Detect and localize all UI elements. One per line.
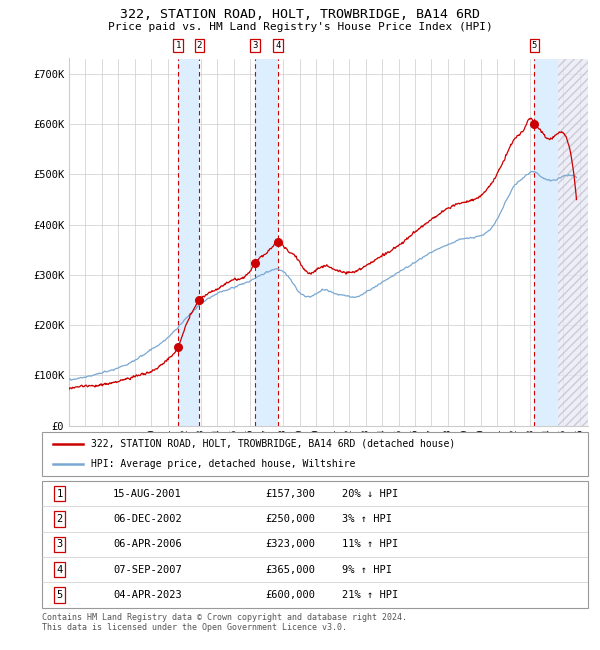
Bar — [254, 58, 278, 426]
Text: 21% ↑ HPI: 21% ↑ HPI — [342, 590, 398, 600]
Text: 1: 1 — [56, 489, 62, 499]
Text: 15-AUG-2001: 15-AUG-2001 — [113, 489, 182, 499]
Text: 07-SEP-2007: 07-SEP-2007 — [113, 565, 182, 575]
Text: 06-APR-2006: 06-APR-2006 — [113, 540, 182, 549]
Text: 3% ↑ HPI: 3% ↑ HPI — [342, 514, 392, 524]
Text: 4: 4 — [275, 41, 281, 50]
Text: 322, STATION ROAD, HOLT, TROWBRIDGE, BA14 6RD: 322, STATION ROAD, HOLT, TROWBRIDGE, BA1… — [120, 8, 480, 21]
Bar — [558, 58, 588, 426]
Text: 1: 1 — [175, 41, 181, 50]
Text: 3: 3 — [252, 41, 257, 50]
Bar — [178, 58, 199, 426]
Text: £250,000: £250,000 — [265, 514, 315, 524]
Text: Contains HM Land Registry data © Crown copyright and database right 2024.
This d: Contains HM Land Registry data © Crown c… — [42, 613, 407, 632]
Text: 2: 2 — [197, 41, 202, 50]
Text: £365,000: £365,000 — [265, 565, 315, 575]
Text: 322, STATION ROAD, HOLT, TROWBRIDGE, BA14 6RD (detached house): 322, STATION ROAD, HOLT, TROWBRIDGE, BA1… — [91, 439, 455, 448]
Bar — [535, 58, 558, 426]
Text: £323,000: £323,000 — [265, 540, 315, 549]
Text: 5: 5 — [56, 590, 62, 600]
Text: 3: 3 — [56, 540, 62, 549]
Text: £157,300: £157,300 — [265, 489, 315, 499]
Text: 5: 5 — [532, 41, 537, 50]
Text: HPI: Average price, detached house, Wiltshire: HPI: Average price, detached house, Wilt… — [91, 459, 356, 469]
Text: 11% ↑ HPI: 11% ↑ HPI — [342, 540, 398, 549]
Text: 04-APR-2023: 04-APR-2023 — [113, 590, 182, 600]
Text: 2: 2 — [56, 514, 62, 524]
Text: Price paid vs. HM Land Registry's House Price Index (HPI): Price paid vs. HM Land Registry's House … — [107, 22, 493, 32]
Text: 4: 4 — [56, 565, 62, 575]
Text: £600,000: £600,000 — [265, 590, 315, 600]
Text: 20% ↓ HPI: 20% ↓ HPI — [342, 489, 398, 499]
Text: 9% ↑ HPI: 9% ↑ HPI — [342, 565, 392, 575]
Text: 06-DEC-2002: 06-DEC-2002 — [113, 514, 182, 524]
